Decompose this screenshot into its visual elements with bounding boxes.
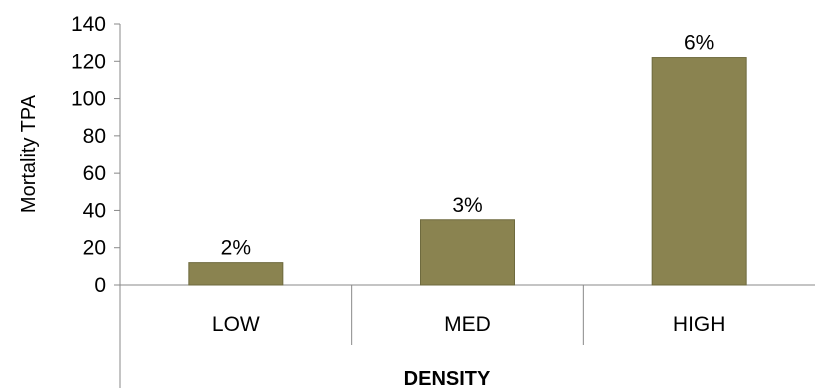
bar-high [651,57,747,286]
y-tick-label: 140 [71,13,106,36]
data-label-high: 6% [684,32,714,55]
bar-med [420,219,515,286]
y-tick-label: 40 [83,199,106,222]
y-tick-label: 60 [83,162,106,185]
y-axis-ticks: 0 20 40 60 80 100 120 140 [71,13,120,297]
x-axis-title: DENSITY [404,368,491,388]
data-label-low: 2% [221,237,251,260]
category-label-low: LOW [212,313,260,336]
y-tick-label: 80 [83,125,106,148]
category-label-high: HIGH [673,313,726,336]
y-tick-label: 0 [94,274,106,297]
category-labels: LOW MED HIGH [212,313,726,336]
bars [188,57,747,286]
y-axis-title: Mortality TPA [18,94,40,213]
y-tick-label: 120 [71,50,106,73]
data-labels: 2% 3% 6% [221,32,715,260]
data-label-med: 3% [452,194,482,217]
category-label-med: MED [444,313,491,336]
y-tick-label: 100 [71,88,106,111]
bar-low [188,262,284,286]
y-tick-label: 20 [83,237,106,260]
y-axis-title-group: Mortality TPA [18,94,40,213]
